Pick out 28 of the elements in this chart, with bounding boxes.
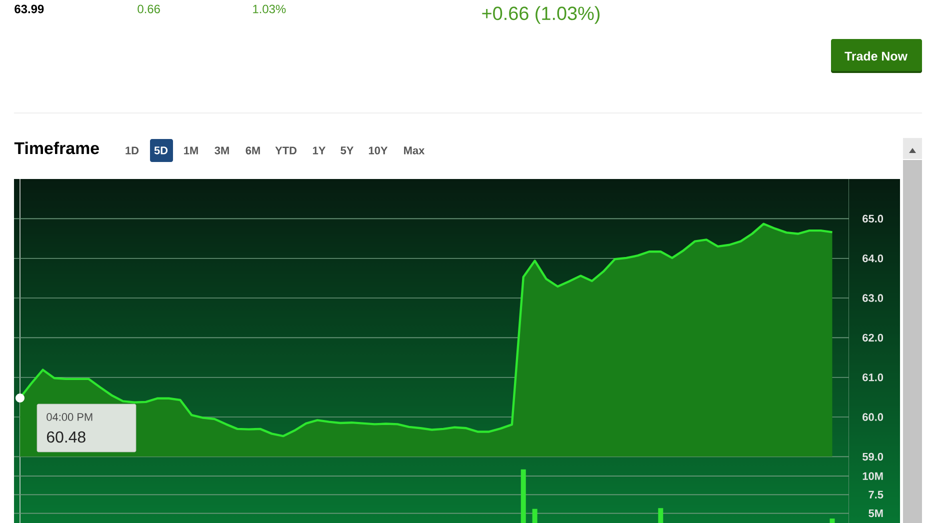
y-tick-label: 59.0 [862, 452, 884, 461]
text: 1D [126, 146, 139, 154]
text: 1Y [312, 146, 326, 154]
y-tick-label: 5M [868, 510, 883, 518]
y-tick-label: 64.0 [862, 254, 884, 262]
text: +0.66 (1.03%) [482, 6, 600, 24]
text: 1M [184, 146, 198, 154]
text: 6M [246, 146, 260, 154]
text: Trade Now [844, 51, 908, 61]
y-tick-label: 62.0 [862, 334, 884, 342]
text: Max [404, 146, 425, 154]
y-tick-label: 60.0 [862, 413, 884, 421]
text: 10Y [368, 146, 388, 154]
annotation: 60.48 [47, 431, 86, 443]
text: 5Y [340, 146, 354, 154]
y-tick-label: 63.0 [862, 294, 884, 302]
annotation: 04:00 PM [46, 413, 92, 421]
text: YTD [275, 146, 297, 154]
y-tick-label: 61.0 [862, 373, 884, 382]
text: 63.99 [14, 4, 44, 14]
y-tick-label: 65.0 [862, 214, 884, 223]
y-tick-label: 10M [862, 472, 883, 480]
chart-title: Timeframe [14, 142, 99, 154]
text: 3M [214, 146, 229, 154]
text: 0.66 [138, 4, 160, 14]
y-tick-label: 7.5 [868, 490, 884, 499]
text: 1.03% [253, 4, 286, 14]
text: 5D [154, 146, 168, 154]
